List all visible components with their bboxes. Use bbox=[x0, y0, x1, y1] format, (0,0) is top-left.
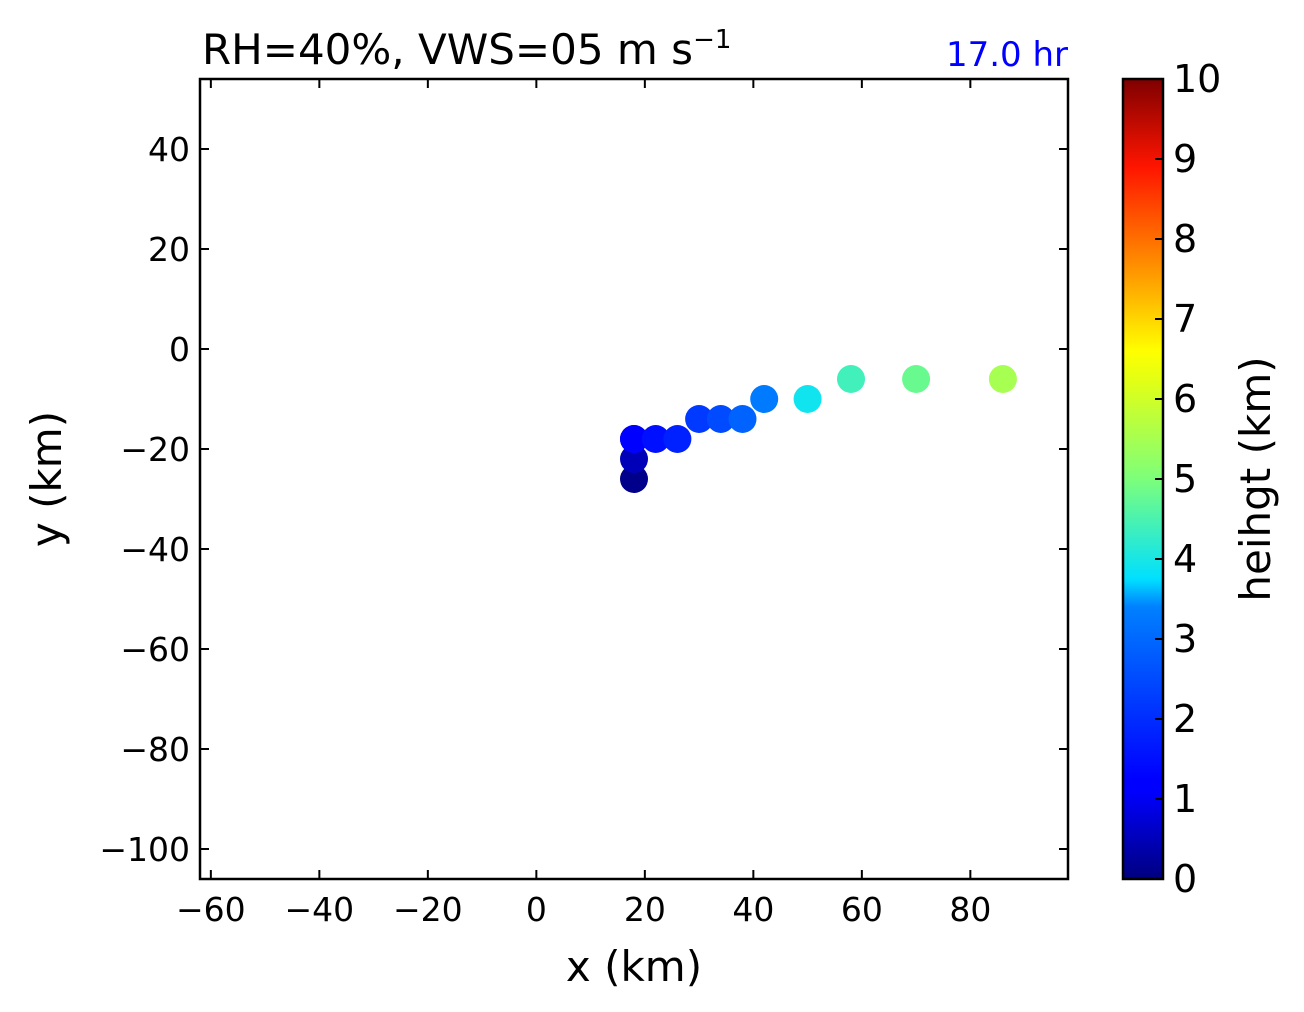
scatter-point bbox=[685, 405, 714, 433]
y-tick-label: −20 bbox=[120, 430, 190, 469]
y-axis-ticks: 40 20 0 −20 −40 −60 −80 −100 bbox=[99, 130, 1068, 869]
x-tick-label: 0 bbox=[526, 890, 547, 929]
x-axis-ticks: −60 −40 −20 0 20 40 60 80 bbox=[176, 79, 991, 929]
colorbar-tick-label: 5 bbox=[1173, 457, 1197, 501]
y-tick-label: −40 bbox=[120, 530, 190, 569]
x-axis-label: x (km) bbox=[566, 942, 702, 991]
y-axis-label: y (km) bbox=[22, 411, 71, 547]
colorbar-tick-label: 4 bbox=[1173, 537, 1197, 581]
colorbar-tick-label: 2 bbox=[1173, 697, 1197, 741]
x-tick-label: −20 bbox=[393, 890, 463, 929]
colorbar-tick-label: 1 bbox=[1173, 777, 1197, 821]
x-tick-label: 40 bbox=[732, 890, 774, 929]
scatter-point bbox=[641, 425, 670, 453]
y-tick-label: 20 bbox=[148, 230, 190, 269]
colorbar-label: heihgt (km) bbox=[1231, 356, 1280, 601]
scatter-point bbox=[988, 365, 1017, 393]
scatter-point bbox=[793, 385, 822, 413]
colorbar-tick-label: 8 bbox=[1173, 217, 1197, 261]
scatter-point bbox=[706, 405, 735, 433]
x-tick-label: 20 bbox=[624, 890, 666, 929]
scatter-point bbox=[620, 445, 648, 473]
x-tick-label: −60 bbox=[176, 890, 246, 929]
scatter-point bbox=[902, 365, 931, 393]
y-tick-label: 40 bbox=[148, 130, 190, 169]
scatter-points bbox=[620, 365, 1017, 493]
y-tick-label: −80 bbox=[120, 730, 190, 769]
scatter-point bbox=[620, 425, 648, 453]
scatter-point bbox=[663, 425, 692, 453]
colorbar-tick-label: 10 bbox=[1173, 57, 1221, 101]
time-label: 17.0 hr bbox=[946, 35, 1068, 75]
scatter-point bbox=[728, 405, 757, 433]
x-tick-label: 60 bbox=[841, 890, 883, 929]
colorbar-ticks: 0 1 2 3 4 5 6 7 8 9 10 bbox=[1155, 57, 1221, 901]
colorbar-tick-label: 9 bbox=[1173, 137, 1197, 181]
colorbar-tick-label: 7 bbox=[1173, 297, 1197, 341]
title-superscript: −1 bbox=[693, 25, 731, 55]
colorbar-tick-label: 6 bbox=[1173, 377, 1197, 421]
x-tick-label: 80 bbox=[949, 890, 991, 929]
y-tick-label: −60 bbox=[120, 630, 190, 669]
scatter-point bbox=[837, 365, 865, 393]
y-tick-label: 0 bbox=[169, 330, 190, 369]
colorbar-tick-label: 0 bbox=[1173, 857, 1197, 901]
x-tick-label: −40 bbox=[285, 890, 355, 929]
y-tick-label: −100 bbox=[99, 830, 190, 869]
scatter-point bbox=[750, 385, 779, 413]
colorbar-tick-label: 3 bbox=[1173, 617, 1197, 661]
chart-title: RH=40%, VWS=05 m s−1 bbox=[202, 25, 731, 74]
scatter-point bbox=[620, 465, 648, 493]
